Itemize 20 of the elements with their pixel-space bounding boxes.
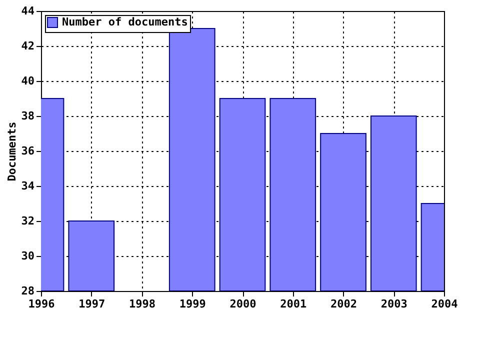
x-tick-label: 2003: [380, 298, 408, 310]
x-tick-label: 1999: [179, 298, 206, 310]
x-tick-label: 2000: [230, 298, 256, 310]
y-tick-label: 42: [21, 40, 34, 52]
x-tick-label: 1996: [28, 298, 56, 310]
x-tick-label: 1998: [129, 298, 156, 310]
y-tick-label: 28: [21, 284, 34, 298]
x-tick-label: 2001: [280, 298, 307, 310]
y-tick-label: 34: [21, 180, 35, 192]
y-tick-label: 40: [21, 74, 34, 88]
y-tick-label: 32: [21, 214, 34, 228]
x-tick-label: 2002: [330, 298, 357, 310]
y-tick-label: 38: [21, 110, 34, 122]
y-tick-label: 36: [21, 144, 35, 158]
x-tick-label: 1997: [78, 298, 106, 310]
x-tick-label: 2004: [431, 298, 458, 310]
y-axis-title: Documents: [5, 122, 18, 182]
y-tick-label: 44: [21, 4, 35, 18]
y-tick-label: 30: [21, 250, 34, 262]
legend-label: Number of documents: [62, 16, 188, 28]
